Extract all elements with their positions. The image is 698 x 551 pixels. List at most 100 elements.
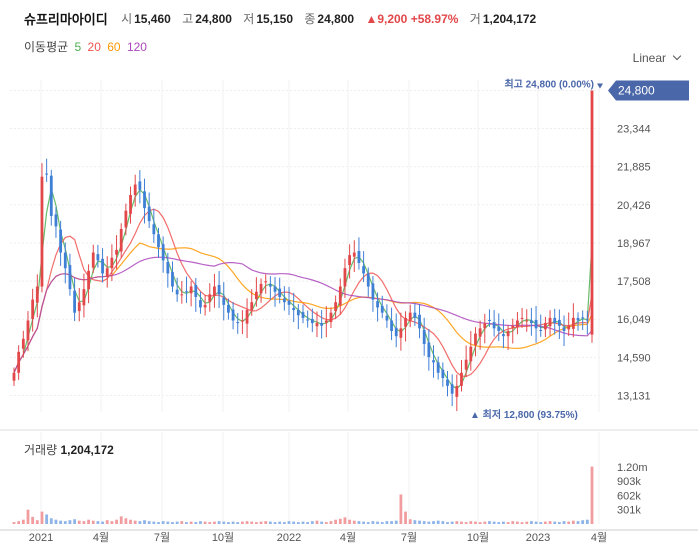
volume-bar	[376, 521, 379, 524]
candle-body	[488, 319, 491, 321]
volume-bar	[254, 522, 258, 524]
candle-body	[40, 176, 44, 287]
candle-body	[250, 302, 254, 311]
candle-body	[245, 310, 249, 324]
candle-body	[203, 304, 207, 308]
candle-body	[404, 317, 407, 327]
candle-body	[427, 342, 431, 358]
volume-bar	[343, 517, 347, 524]
candle-body	[268, 284, 272, 287]
candle-body	[96, 254, 100, 261]
candle-body	[530, 320, 533, 324]
high-label: 고	[182, 12, 194, 26]
volume-bar	[362, 521, 365, 524]
candle-body	[208, 294, 212, 302]
candle-body	[119, 229, 123, 252]
volume-bar	[213, 521, 216, 524]
candle-body	[469, 346, 473, 362]
candle-body	[464, 359, 468, 370]
volume-bar	[105, 520, 109, 524]
open-value: 15,460	[134, 11, 171, 26]
volume-bar	[236, 522, 240, 524]
volume-bar	[217, 521, 221, 524]
volume-bar	[49, 518, 53, 524]
candle-body	[17, 351, 21, 373]
volume-bar	[82, 521, 86, 524]
candle-body	[189, 286, 193, 294]
volume-bar	[478, 522, 482, 524]
candle-body	[54, 214, 58, 227]
volume-bar	[73, 519, 76, 524]
candle-body	[581, 317, 585, 319]
volume-bar	[157, 522, 160, 524]
candle-body	[539, 329, 543, 331]
volume-bar	[208, 522, 212, 524]
candle-body	[282, 298, 286, 303]
volume-bar	[315, 520, 319, 524]
volume-bar	[138, 521, 142, 524]
volume-bar	[338, 518, 342, 524]
moving-average-legend: 이동평균 5 20 60 120	[24, 38, 150, 55]
volume-bar	[432, 521, 435, 524]
volume-bar	[129, 519, 132, 524]
candle-body	[138, 181, 142, 190]
scale-selector[interactable]: Linear	[633, 51, 682, 65]
candle-body	[576, 317, 580, 321]
volume-bar	[483, 521, 487, 524]
ma-60-label: 60	[107, 40, 121, 54]
volume-bar	[324, 522, 328, 524]
candle-body	[105, 268, 109, 277]
volume-bar	[161, 521, 165, 524]
volume-bar	[539, 522, 543, 524]
stock-name: 슈프리마아이디	[24, 12, 108, 27]
candle-body	[273, 286, 277, 292]
volume-bar	[250, 521, 254, 524]
volume-bar	[450, 521, 454, 524]
candle-body	[12, 372, 16, 381]
volume-bar	[585, 519, 589, 524]
volume-bar	[553, 521, 557, 524]
volume-bar	[422, 521, 426, 524]
x-tick-label: 4월	[591, 531, 607, 544]
grid-lines	[10, 80, 602, 524]
volume-bar	[203, 521, 207, 524]
candle-body	[553, 317, 557, 324]
candle-body	[231, 309, 235, 321]
y-tick-label: 20,426	[617, 200, 651, 212]
volume-bar	[511, 521, 515, 524]
volume-bar	[96, 521, 100, 524]
volume-bar	[334, 519, 338, 524]
ma-120-line	[13, 256, 593, 374]
candle-body	[241, 320, 244, 322]
candle-body	[385, 315, 389, 321]
candle-body	[161, 244, 165, 261]
volume-bar	[171, 522, 174, 524]
volume-bar	[54, 519, 58, 524]
candle-body	[217, 284, 221, 295]
volume-bar	[185, 522, 188, 524]
price-marks: 최고 24,800 (0.00%) ▲ 최저 12,800 (93.75%) 24,…	[470, 77, 689, 421]
candle-body	[329, 312, 333, 323]
volume-tick-label: 1.20m	[617, 462, 648, 474]
candle-body	[115, 249, 118, 255]
x-tick-label: 10월	[212, 531, 234, 544]
ma-5-label: 5	[74, 40, 82, 54]
y-tick-label: 18,967	[617, 238, 651, 250]
volume-bar	[310, 521, 314, 524]
candle-body	[511, 325, 515, 328]
candle-body	[585, 319, 589, 321]
candle-body	[133, 184, 137, 196]
candle-body	[236, 322, 240, 324]
candle-body	[543, 323, 547, 330]
x-tick-label: 10월	[467, 531, 489, 544]
volume-bar	[282, 522, 286, 524]
candle-body	[436, 362, 440, 373]
ma-legend-label: 이동평균	[24, 40, 69, 54]
candle-body	[301, 312, 305, 318]
volume-bar	[296, 522, 300, 524]
candle-body	[483, 323, 487, 329]
candle-body	[571, 317, 575, 329]
candle-body	[227, 304, 230, 313]
candle-body	[296, 310, 300, 316]
